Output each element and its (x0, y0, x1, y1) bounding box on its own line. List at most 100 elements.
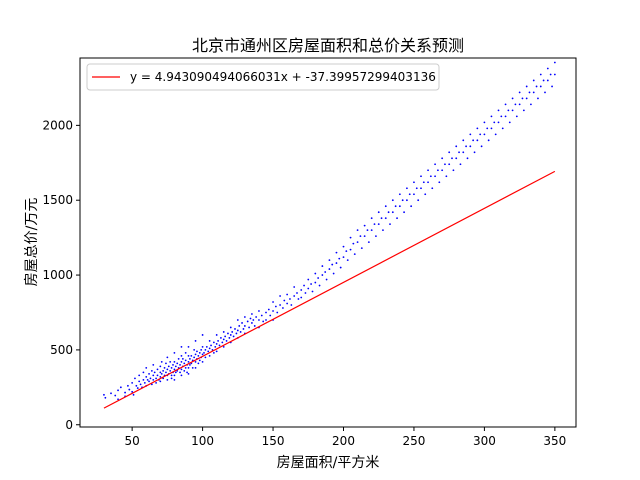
scatter-point (370, 229, 373, 232)
points-layer (103, 61, 556, 401)
scatter-point (269, 314, 272, 317)
scatter-point (260, 314, 263, 317)
scatter-point (145, 366, 148, 369)
scatter-point (408, 193, 411, 196)
scatter-point (135, 384, 138, 387)
scatter-point (187, 372, 190, 375)
scatter-point (483, 133, 486, 136)
scatter-point (504, 103, 507, 106)
scatter-point (380, 217, 383, 220)
scatter-point (293, 295, 296, 297)
scatter-point (251, 313, 253, 315)
scatter-point (465, 145, 467, 148)
scatter-point (208, 340, 211, 342)
scatter-point (139, 383, 142, 386)
scatter-point (180, 374, 183, 377)
scatter-point (201, 360, 204, 363)
scatter-point (186, 371, 188, 374)
scatter-point (152, 374, 155, 377)
scatter-point (179, 363, 181, 366)
scatter-point (539, 73, 542, 76)
scatter-point (437, 169, 439, 172)
scatter-point (169, 360, 172, 363)
scatter-point (276, 311, 279, 314)
scatter-point (180, 360, 183, 363)
scatter-point (265, 311, 267, 314)
scatter-point (452, 169, 455, 172)
scatter-point (387, 211, 390, 214)
scatter-point (146, 378, 149, 381)
scatter-point (422, 181, 425, 184)
scatter-point (242, 328, 245, 330)
scatter-point (193, 356, 196, 359)
scatter-point (234, 328, 236, 330)
scatter-point (293, 286, 296, 288)
scatter-point (286, 302, 289, 305)
scatter-point (222, 338, 225, 341)
scatter-point (248, 326, 250, 329)
scatter-point (431, 187, 434, 190)
scatter-point (174, 371, 177, 374)
scatter-point (335, 262, 338, 264)
scatter-point (384, 205, 387, 208)
scatter-point (265, 319, 267, 321)
scatter-point (549, 73, 552, 76)
scatter-point (117, 398, 119, 401)
scatter-point (434, 175, 436, 178)
scatter-point (212, 352, 215, 354)
scatter-point (177, 357, 180, 360)
scatter-point (184, 359, 187, 362)
scatter-point (546, 67, 549, 70)
scatter-point (198, 352, 201, 354)
scatter-point (525, 85, 528, 88)
scatter-point (518, 91, 521, 94)
scatter-point (238, 325, 241, 327)
scatter-point (441, 157, 444, 160)
scatter-point (210, 344, 212, 347)
scatter-point (429, 175, 432, 178)
scatter-point (197, 362, 200, 365)
scatter-point (518, 103, 521, 106)
y-tick-label: 1500 (42, 193, 73, 207)
scatter-point (127, 384, 129, 387)
scatter-point (215, 350, 218, 353)
scatter-point (258, 310, 260, 312)
scatter-point (159, 380, 162, 383)
scatter-point (149, 377, 152, 380)
scatter-point (243, 316, 246, 318)
scatter-point (342, 256, 345, 258)
scatter-point (458, 151, 460, 154)
scatter-point (218, 344, 221, 347)
scatter-point (349, 248, 352, 251)
scatter-point (252, 319, 255, 321)
scatter-point (187, 360, 190, 363)
scatter-point (145, 375, 148, 378)
scatter-point (480, 145, 483, 148)
scatter-point (300, 289, 303, 291)
scatter-point (314, 272, 317, 275)
scatter-point (346, 259, 349, 261)
scatter-point (194, 366, 197, 369)
scatter-point (236, 329, 239, 332)
x-tick-label: 150 (262, 434, 285, 448)
scatter-point (231, 331, 234, 333)
scatter-point (455, 145, 458, 148)
scatter-point (215, 343, 218, 345)
scatter-point (203, 352, 205, 354)
scatter-point (207, 350, 210, 353)
scatter-point (253, 325, 256, 327)
y-tick-label: 500 (50, 343, 73, 357)
scatter-point (307, 278, 310, 281)
scatter-point (413, 181, 415, 184)
scatter-point (486, 127, 489, 130)
scatter-point (204, 349, 207, 351)
x-tick-label: 100 (191, 434, 214, 448)
scatter-point (507, 109, 510, 112)
scatter-point (173, 374, 176, 377)
scatter-point (274, 305, 277, 308)
scatter-point (403, 211, 405, 214)
scatter-point (229, 334, 232, 336)
scatter-point (110, 392, 112, 395)
scatter-point (427, 181, 429, 184)
scatter-point (239, 331, 242, 333)
